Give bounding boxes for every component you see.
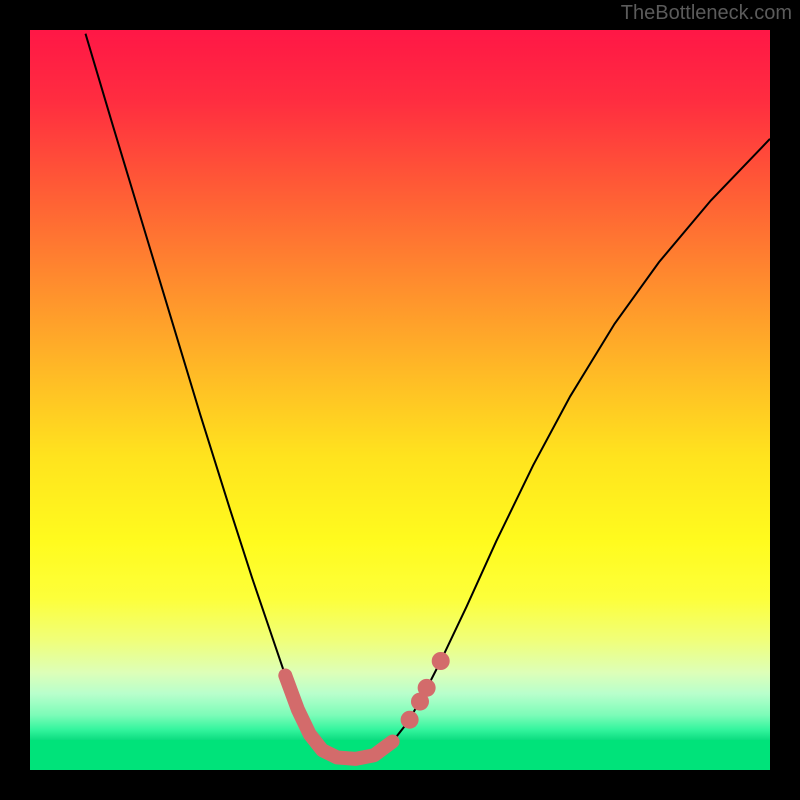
valley-highlight <box>285 676 392 759</box>
valley-dot <box>432 652 450 670</box>
valley-dots-group <box>401 652 450 729</box>
chart-svg-layer <box>30 30 770 770</box>
valley-dot <box>401 711 419 729</box>
watermark-text: TheBottleneck.com <box>621 2 792 25</box>
chart-plot-area <box>30 30 770 770</box>
valley-dot <box>418 679 436 697</box>
bottleneck-curve <box>86 34 771 759</box>
